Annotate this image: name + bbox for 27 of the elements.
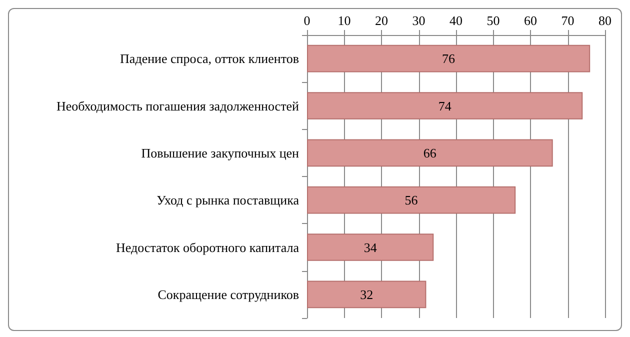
x-tick-label: 60 (524, 13, 537, 28)
bar (307, 186, 516, 214)
x-tick-label: 80 (598, 13, 612, 28)
bar (307, 92, 583, 120)
data-label: 66 (423, 145, 437, 160)
data-label: 76 (442, 51, 456, 66)
bar (307, 44, 590, 72)
data-label: 74 (438, 98, 452, 114)
x-tick-label: 40 (450, 13, 462, 28)
y-tick-label: Повышение закупочных цен (141, 145, 300, 160)
data-label: 56 (404, 192, 418, 208)
bar (307, 139, 553, 167)
x-tick-label: 70 (561, 13, 574, 28)
y-tick-label: Сокращение сотрудников (158, 286, 299, 302)
bar (307, 280, 426, 308)
x-tick-label: 0 (304, 13, 310, 28)
x-tick-label: 20 (375, 13, 388, 28)
y-tick-label: Падение спроса, отток клиентов (120, 51, 299, 66)
x-tick-label: 30 (412, 13, 426, 28)
data-label: 32 (360, 286, 374, 302)
y-tick-label: Необходимость погашения задолженностей (56, 98, 300, 114)
x-tick-label: 50 (486, 13, 500, 28)
bar (307, 234, 434, 261)
y-tick-label: Недостаток оборотного капитала (116, 240, 300, 255)
x-tick-label: 10 (338, 13, 351, 28)
data-label: 34 (364, 240, 378, 255)
y-tick-label: Уход с рынка поставщика (156, 192, 300, 208)
